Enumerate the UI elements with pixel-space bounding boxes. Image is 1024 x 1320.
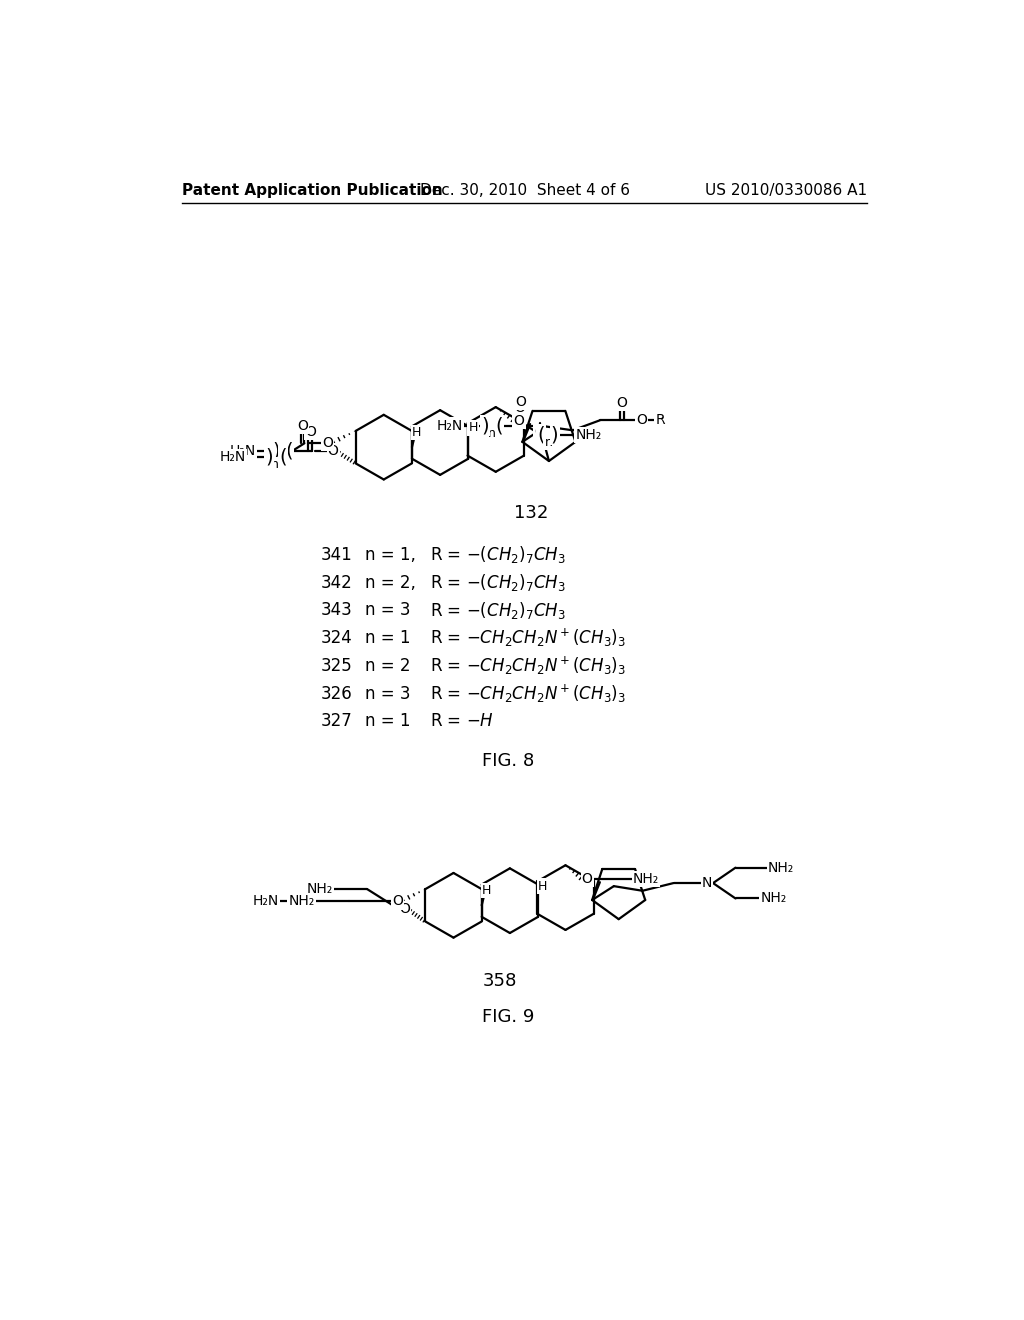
Text: O: O	[582, 873, 593, 886]
Text: R = $-H$: R = $-H$	[430, 713, 495, 730]
Text: O: O	[636, 413, 647, 428]
Text: FIG. 8: FIG. 8	[481, 751, 534, 770]
Text: NH₂: NH₂	[768, 861, 795, 875]
Text: 132: 132	[514, 504, 548, 521]
Text: n: n	[271, 458, 279, 471]
Text: R = $-CH_2CH_2N^+(CH_3)_3$: R = $-CH_2CH_2N^+(CH_3)_3$	[430, 627, 627, 649]
Text: H: H	[481, 884, 492, 898]
Text: O: O	[514, 401, 525, 414]
Text: n = 3: n = 3	[366, 602, 411, 619]
Text: O: O	[328, 444, 339, 458]
Text: ): )	[551, 425, 558, 445]
Text: 326: 326	[321, 685, 352, 702]
Text: R: R	[655, 413, 666, 428]
Text: n = 1: n = 1	[366, 713, 411, 730]
Text: H₂N: H₂N	[253, 895, 279, 908]
Text: 324: 324	[321, 630, 352, 647]
Text: ): )	[265, 447, 272, 467]
Text: 343: 343	[321, 602, 352, 619]
Text: O: O	[297, 418, 308, 433]
Text: NH₂: NH₂	[575, 428, 602, 442]
Text: O: O	[305, 425, 316, 438]
Text: R = $-(CH_2)_7CH_3$: R = $-(CH_2)_7CH_3$	[430, 599, 566, 620]
Text: ): )	[481, 416, 489, 436]
Text: 358: 358	[482, 972, 517, 990]
Text: O: O	[616, 396, 627, 409]
Text: n = 2,: n = 2,	[366, 574, 416, 591]
Text: O: O	[535, 425, 545, 438]
Text: 327: 327	[321, 713, 352, 730]
Text: (: (	[537, 425, 545, 445]
Text: H: H	[412, 426, 421, 440]
Text: H₂N: H₂N	[229, 444, 256, 458]
Text: H: H	[538, 879, 548, 892]
Text: H: H	[468, 421, 477, 434]
Text: FIG. 9: FIG. 9	[481, 1008, 534, 1026]
Text: O: O	[392, 895, 402, 908]
Text: O: O	[323, 437, 333, 450]
Text: n: n	[487, 426, 496, 440]
Text: (: (	[496, 416, 503, 436]
Text: n: n	[278, 453, 286, 465]
Text: n: n	[545, 436, 552, 449]
Text: n = 1,: n = 1,	[366, 546, 416, 564]
Text: O: O	[514, 414, 524, 428]
Text: NH₂: NH₂	[288, 895, 314, 908]
Text: O: O	[399, 902, 410, 916]
Text: R = $-CH_2CH_2N^+(CH_3)_3$: R = $-CH_2CH_2N^+(CH_3)_3$	[430, 682, 627, 705]
Text: H₂N: H₂N	[436, 418, 463, 433]
Text: R = $-(CH_2)_7CH_3$: R = $-(CH_2)_7CH_3$	[430, 544, 566, 565]
Text: R = $-(CH_2)_7CH_3$: R = $-(CH_2)_7CH_3$	[430, 572, 566, 593]
Text: Dec. 30, 2010  Sheet 4 of 6: Dec. 30, 2010 Sheet 4 of 6	[420, 183, 630, 198]
Text: n = 1: n = 1	[366, 630, 411, 647]
Text: R = $-CH_2CH_2N^+(CH_3)_3$: R = $-CH_2CH_2N^+(CH_3)_3$	[430, 655, 627, 677]
Text: n = 2: n = 2	[366, 657, 411, 675]
Text: (: (	[285, 441, 293, 461]
Text: H₂N: H₂N	[220, 450, 246, 465]
Text: ): )	[272, 441, 281, 461]
Text: (: (	[279, 447, 287, 467]
Text: N: N	[701, 876, 712, 890]
Text: O: O	[515, 395, 526, 409]
Text: 342: 342	[321, 574, 352, 591]
Text: NH₂: NH₂	[633, 873, 659, 886]
Text: n = 3: n = 3	[366, 685, 411, 702]
Text: Patent Application Publication: Patent Application Publication	[182, 183, 443, 198]
Text: NH₂: NH₂	[307, 882, 333, 896]
Text: 341: 341	[321, 546, 352, 564]
Text: NH₂: NH₂	[761, 891, 786, 906]
Text: US 2010/0330086 A1: US 2010/0330086 A1	[706, 183, 867, 198]
Text: 325: 325	[321, 657, 352, 675]
